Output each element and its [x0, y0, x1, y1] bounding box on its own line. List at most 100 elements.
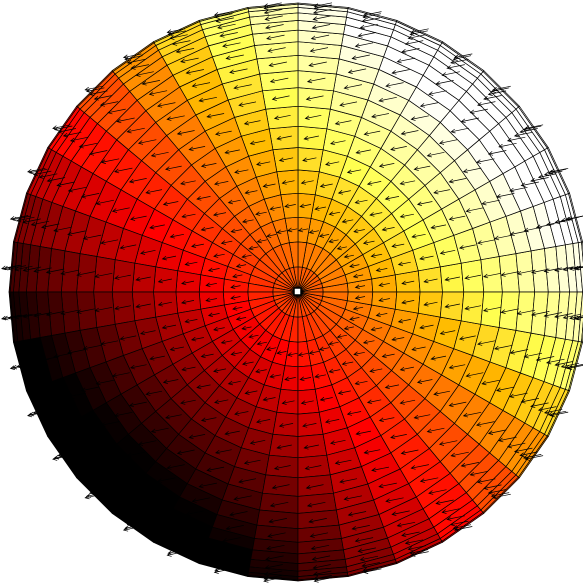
arrow: [357, 32, 376, 38]
arrow: [391, 336, 405, 342]
mesh-cell: [394, 291, 421, 314]
arrow: [300, 400, 314, 405]
arrow: [334, 459, 352, 465]
arrow: [314, 206, 326, 211]
arrow: [399, 399, 416, 405]
arrow: [180, 521, 199, 528]
arrow: [266, 233, 277, 238]
arrow: [334, 120, 352, 126]
arrow: [450, 451, 469, 458]
arrow: [256, 238, 267, 244]
arrow: [207, 267, 220, 273]
arrow: [487, 150, 507, 156]
arrow: [157, 477, 176, 483]
arrow: [343, 495, 362, 501]
arrow: [269, 501, 289, 508]
arrow: [464, 305, 482, 311]
arrow: [310, 34, 330, 41]
arrow: [276, 229, 287, 235]
arrow: [234, 169, 249, 175]
arrow: [214, 399, 229, 405]
arrow: [349, 263, 360, 269]
mesh-cell: [297, 105, 331, 130]
arrow: [215, 562, 234, 568]
arrow: [191, 243, 204, 249]
arrow: [119, 244, 137, 250]
arrow: [200, 417, 217, 423]
arrow: [520, 398, 539, 404]
arrow: [401, 280, 415, 286]
arrow: [88, 429, 108, 435]
arrow: [477, 239, 495, 245]
arrow: [569, 315, 583, 320]
arrow: [69, 136, 89, 143]
arrow: [89, 90, 108, 96]
arrow: [219, 547, 238, 553]
arrow: [487, 489, 507, 495]
arrow: [33, 267, 52, 273]
arrow: [52, 124, 71, 130]
arrow: [336, 245, 347, 251]
arrow: [114, 305, 131, 311]
arrow: [543, 312, 562, 318]
arrow: [459, 335, 476, 341]
arrow: [157, 102, 176, 108]
arrow: [266, 34, 285, 41]
arrow: [312, 564, 331, 570]
arrow: [381, 353, 395, 359]
arrow: [276, 135, 292, 141]
arrow: [438, 139, 458, 145]
arrow: [198, 482, 217, 489]
arrow: [343, 84, 362, 90]
mesh-cell: [272, 411, 299, 437]
arrow: [352, 273, 364, 279]
arrow: [381, 226, 395, 232]
arrow: [135, 276, 151, 282]
arrow: [95, 199, 114, 206]
arrow: [496, 193, 515, 199]
arrow: [256, 161, 271, 167]
arrow: [426, 427, 445, 434]
arrow: [423, 278, 438, 284]
arrow: [148, 489, 168, 495]
arrow: [234, 411, 249, 416]
arrow: [494, 234, 513, 241]
arrow: [181, 213, 196, 219]
arrow: [162, 201, 179, 207]
arrow: [235, 316, 247, 321]
arrow: [232, 306, 243, 311]
arrow: [165, 414, 182, 420]
arrow: [483, 306, 501, 313]
arrow: [69, 442, 89, 449]
arrow: [94, 306, 113, 313]
arrow: [303, 444, 319, 450]
arrow: [310, 544, 330, 551]
arrow: [543, 408, 563, 415]
mesh-cell: [276, 388, 299, 415]
arrow: [523, 226, 543, 233]
arrow: [492, 85, 511, 92]
arrow: [276, 350, 287, 355]
arrow: [435, 499, 454, 506]
arrow: [220, 240, 233, 245]
arrow: [181, 366, 196, 372]
arrow: [281, 400, 295, 405]
arrow: [271, 484, 290, 490]
arrow: [378, 96, 397, 103]
mesh-cell: [262, 87, 299, 110]
arrow: [325, 419, 340, 424]
arrow: [371, 113, 389, 119]
arrow: [215, 17, 234, 24]
arrow: [433, 390, 450, 396]
arrow: [140, 330, 156, 336]
arrow: [299, 376, 312, 382]
arrow: [126, 127, 145, 134]
arrow: [76, 308, 95, 314]
arrow: [229, 68, 248, 75]
arrow: [312, 15, 331, 21]
arrow: [119, 335, 137, 341]
arrow: [273, 114, 291, 121]
arrow: [416, 379, 433, 384]
arrow: [255, 211, 267, 216]
arrow: [148, 90, 168, 96]
